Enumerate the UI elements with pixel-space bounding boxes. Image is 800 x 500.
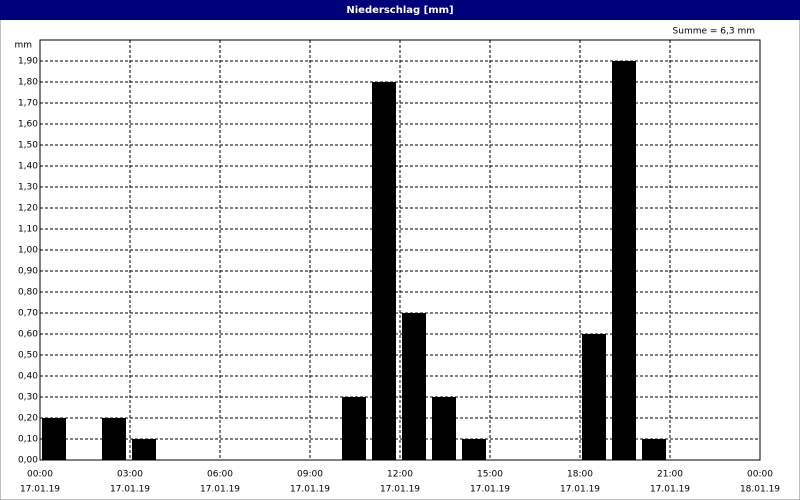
bar [462, 439, 486, 460]
bar [132, 439, 156, 460]
x-tick-date: 17.01.19 [470, 485, 510, 495]
x-tick-label: 18:00 [567, 470, 593, 480]
bar [642, 439, 666, 460]
x-tick-label: 00:00 [747, 470, 773, 480]
y-tick-label: 0,30 [18, 393, 38, 403]
chart-title: Niederschlag [mm] [346, 5, 453, 16]
y-tick-label: 0,90 [18, 267, 38, 277]
x-tick-label: 15:00 [477, 470, 503, 480]
x-tick-label: 00:00 [27, 470, 53, 480]
annotation: Summe = 6,3 mm [673, 27, 755, 37]
y-tick-label: 1,80 [18, 78, 38, 88]
bar [402, 313, 426, 460]
x-tick-label: 06:00 [207, 470, 233, 480]
y-tick-label: 0,60 [18, 330, 38, 340]
y-tick-label: 1,30 [18, 183, 38, 193]
bar [432, 397, 456, 460]
bar [102, 418, 126, 460]
y-tick-label: 1,60 [18, 120, 38, 130]
y-tick-label: 1,90 [18, 57, 38, 67]
x-tick-label: 21:00 [657, 470, 683, 480]
x-tick-date: 17.01.19 [290, 485, 330, 495]
title-bar [0, 0, 800, 20]
y-tick-label: 1,00 [18, 246, 38, 256]
plot-border [39, 39, 761, 461]
x-tick-date: 17.01.19 [560, 485, 600, 495]
x-tick-label: 03:00 [117, 470, 143, 480]
y-tick-label: 0,00 [18, 456, 38, 466]
y-tick-label: 0,40 [18, 372, 38, 382]
x-tick-date: 17.01.19 [380, 485, 420, 495]
x-tick-label: 12:00 [387, 470, 413, 480]
y-tick-label: 0,10 [18, 435, 38, 445]
y-tick-label: 1,10 [18, 225, 38, 235]
y-tick-label: 1,50 [18, 141, 38, 151]
x-tick-date: 17.01.19 [20, 485, 60, 495]
bar [342, 397, 366, 460]
y-tick-label: 0,80 [18, 288, 38, 298]
x-tick-date: 17.01.19 [650, 485, 690, 495]
y-tick-label: 0,20 [18, 414, 38, 424]
y-tick-label: 0,70 [18, 309, 38, 319]
y-tick-label: 1,20 [18, 204, 38, 214]
bar [612, 61, 636, 460]
bar [372, 82, 396, 460]
x-tick-date: 18.01.19 [740, 485, 780, 495]
x-tick-date: 17.01.19 [110, 485, 150, 495]
y-tick-label: 0,50 [18, 351, 38, 361]
y-axis-label: mm [14, 41, 32, 51]
y-tick-label: 1,70 [18, 99, 38, 109]
x-tick-date: 17.01.19 [200, 485, 240, 495]
bar [582, 334, 606, 460]
bar [42, 418, 66, 460]
y-tick-label: 1,40 [18, 162, 38, 172]
x-tick-label: 09:00 [297, 470, 323, 480]
